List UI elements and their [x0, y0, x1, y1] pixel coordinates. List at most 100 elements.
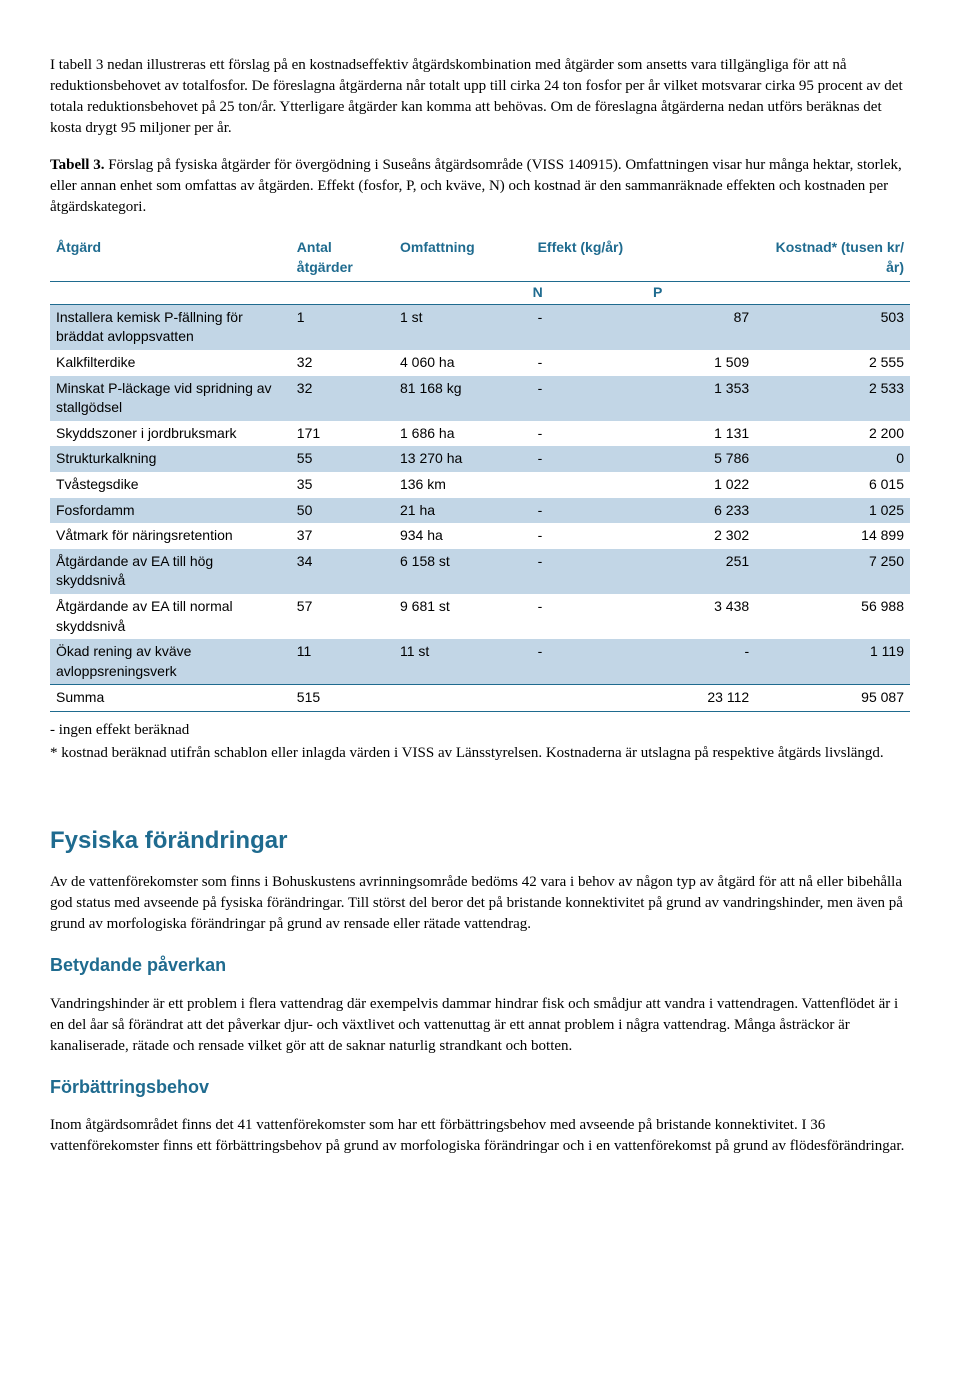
- cell-p: 1 022: [652, 472, 755, 498]
- cell-antal: 171: [291, 421, 394, 447]
- cell-antal: 34: [291, 549, 394, 594]
- cell-n: -: [532, 304, 652, 350]
- cell-atgard: Installera kemisk P-fällning för bräddat…: [50, 304, 291, 350]
- table-caption-rest: Förslag på fysiska åtgärder för övergödn…: [50, 157, 902, 215]
- sub2-paragraph: Inom åtgärdsområdet finns det 41 vattenf…: [50, 1115, 910, 1157]
- cell-antal: 35: [291, 472, 394, 498]
- measures-table: Åtgärd Antal åtgärder Omfattning Effekt …: [50, 234, 910, 712]
- cell-atgard: Kalkfilterdike: [50, 350, 291, 376]
- cell-n: -: [532, 498, 652, 524]
- cell-n: -: [532, 350, 652, 376]
- cell-kostnad: 14 899: [755, 523, 910, 549]
- cell-antal: 57: [291, 594, 394, 639]
- cell-summa-kostnad: 95 087: [755, 685, 910, 712]
- cell-kostnad: 0: [755, 446, 910, 472]
- cell-antal: 11: [291, 639, 394, 685]
- cell-n: -: [532, 639, 652, 685]
- cell-antal: 1: [291, 304, 394, 350]
- table-row: Ökad rening av kväve avloppsreningsverk1…: [50, 639, 910, 685]
- cell-atgard: Våtmark för näringsretention: [50, 523, 291, 549]
- cell-antal: 37: [291, 523, 394, 549]
- th-omfattning: Omfattning: [394, 234, 532, 282]
- cell-antal: 50: [291, 498, 394, 524]
- th-p: P: [652, 282, 755, 305]
- th-p-spacer: [652, 234, 755, 282]
- table-row: Strukturkalkning5513 270 ha-5 7860: [50, 446, 910, 472]
- section-heading: Fysiska förändringar: [50, 824, 910, 858]
- cell-omfattning: 9 681 st: [394, 594, 532, 639]
- cell-kostnad: 56 988: [755, 594, 910, 639]
- table-row: Åtgärdande av EA till normal skyddsnivå5…: [50, 594, 910, 639]
- cell-atgard: Åtgärdande av EA till normal skyddsnivå: [50, 594, 291, 639]
- table-row: Åtgärdande av EA till hög skyddsnivå346 …: [50, 549, 910, 594]
- cell-omfattning: 13 270 ha: [394, 446, 532, 472]
- cell-p: 251: [652, 549, 755, 594]
- cell-p: 1 353: [652, 376, 755, 421]
- table-row: Installera kemisk P-fällning för bräddat…: [50, 304, 910, 350]
- cell-kostnad: 2 200: [755, 421, 910, 447]
- th-n: N: [532, 282, 652, 305]
- th-kostnad: Kostnad* (tusen kr/år): [755, 234, 910, 282]
- table-row: Tvåstegsdike35136 km 1 0226 015: [50, 472, 910, 498]
- cell-antal: 55: [291, 446, 394, 472]
- cell-atgard: Strukturkalkning: [50, 446, 291, 472]
- cell-summa-p: 23 112: [652, 685, 755, 712]
- cell-atgard: Fosfordamm: [50, 498, 291, 524]
- cell-atgard: Skyddszoner i jordbruksmark: [50, 421, 291, 447]
- cell-omfattning: 4 060 ha: [394, 350, 532, 376]
- table-row: Skyddszoner i jordbruksmark1711 686 ha-1…: [50, 421, 910, 447]
- sub2-heading: Förbättringsbehov: [50, 1075, 910, 1100]
- cell-summa-omf: [394, 685, 532, 712]
- th-effekt: Effekt (kg/år): [532, 234, 652, 282]
- cell-omfattning: 21 ha: [394, 498, 532, 524]
- cell-antal: 32: [291, 350, 394, 376]
- cell-n: -: [532, 523, 652, 549]
- table-row: Minskat P-läckage vid spridning av stall…: [50, 376, 910, 421]
- cell-n: -: [532, 376, 652, 421]
- table-row: Fosfordamm5021 ha-6 2331 025: [50, 498, 910, 524]
- cell-p: 1 131: [652, 421, 755, 447]
- cell-atgard: Åtgärdande av EA till hög skyddsnivå: [50, 549, 291, 594]
- cell-omfattning: 11 st: [394, 639, 532, 685]
- cell-p: 3 438: [652, 594, 755, 639]
- cell-n: -: [532, 446, 652, 472]
- cell-omfattning: 136 km: [394, 472, 532, 498]
- cell-kostnad: 2 533: [755, 376, 910, 421]
- section-paragraph: Av de vattenförekomster som finns i Bohu…: [50, 872, 910, 935]
- intro-paragraph: I tabell 3 nedan illustreras ett förslag…: [50, 55, 910, 139]
- cell-atgard: Ökad rening av kväve avloppsreningsverk: [50, 639, 291, 685]
- cell-summa-n: [532, 685, 652, 712]
- cell-n: -: [532, 594, 652, 639]
- cell-p: 5 786: [652, 446, 755, 472]
- cell-p: -: [652, 639, 755, 685]
- table-caption: Tabell 3. Förslag på fysiska åtgärder fö…: [50, 155, 910, 218]
- th-atgard: Åtgärd: [50, 234, 291, 282]
- table-row: Våtmark för näringsretention37934 ha-2 3…: [50, 523, 910, 549]
- cell-atgard: Minskat P-läckage vid spridning av stall…: [50, 376, 291, 421]
- cell-kostnad: 7 250: [755, 549, 910, 594]
- cell-omfattning: 934 ha: [394, 523, 532, 549]
- cell-p: 2 302: [652, 523, 755, 549]
- table-caption-bold: Tabell 3.: [50, 157, 104, 173]
- cell-summa-label: Summa: [50, 685, 291, 712]
- cell-kostnad: 6 015: [755, 472, 910, 498]
- cell-kostnad: 1 119: [755, 639, 910, 685]
- cell-atgard: Tvåstegsdike: [50, 472, 291, 498]
- cell-summa-antal: 515: [291, 685, 394, 712]
- cell-kostnad: 2 555: [755, 350, 910, 376]
- cell-n: -: [532, 549, 652, 594]
- cell-omfattning: 1 686 ha: [394, 421, 532, 447]
- cell-antal: 32: [291, 376, 394, 421]
- th-antal: Antal åtgärder: [291, 234, 394, 282]
- table-row: Kalkfilterdike324 060 ha-1 5092 555: [50, 350, 910, 376]
- cell-n: -: [532, 421, 652, 447]
- cell-p: 1 509: [652, 350, 755, 376]
- cell-kostnad: 503: [755, 304, 910, 350]
- footnote-2: * kostnad beräknad utifrån schablon elle…: [50, 743, 910, 764]
- table-row-summa: Summa515 23 11295 087: [50, 685, 910, 712]
- cell-omfattning: 6 158 st: [394, 549, 532, 594]
- cell-omfattning: 81 168 kg: [394, 376, 532, 421]
- cell-p: 6 233: [652, 498, 755, 524]
- footnote-1: - ingen effekt beräknad: [50, 720, 910, 741]
- cell-omfattning: 1 st: [394, 304, 532, 350]
